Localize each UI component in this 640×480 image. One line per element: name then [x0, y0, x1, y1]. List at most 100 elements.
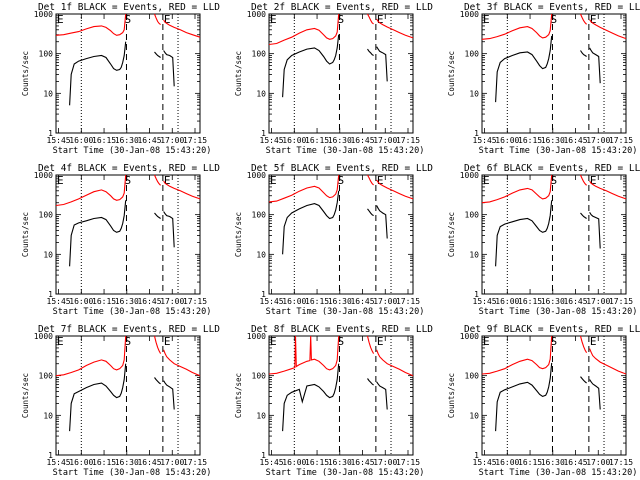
series-line-lld	[589, 348, 627, 375]
detector-panel-6: Det 6f BLACK = Events, RED = LLD 1 10 100 10…	[447, 163, 640, 317]
marker-label-s: S	[124, 335, 131, 348]
panel-title: Det 3f BLACK = Events, RED = LLD	[464, 2, 640, 13]
y-tick-label: 1000	[460, 10, 479, 19]
x-axis-label: Start Time (30-Jan-08 15:43:20)	[479, 468, 638, 478]
series-line-lld	[579, 174, 587, 186]
y-tick-label: 1	[474, 451, 479, 460]
x-axis-label: Start Time (30-Jan-08 15:43:20)	[479, 307, 638, 317]
marker-label-e: E	[483, 13, 490, 26]
y-axis-label: Counts/sec	[447, 51, 456, 96]
y-tick-label: 10	[469, 250, 479, 259]
plot-frame	[55, 174, 201, 295]
series-line-lld	[481, 174, 553, 204]
panel-title: Det 2f BLACK = Events, RED = LLD	[251, 2, 433, 13]
x-tick-label: 17:15	[396, 458, 420, 467]
y-tick-label: 1000	[247, 171, 266, 180]
marker-label-s: S	[124, 13, 131, 26]
series-line-lld	[55, 174, 127, 207]
x-tick-label: 17:15	[396, 297, 420, 306]
x-tick-label: 16:30	[115, 136, 139, 145]
marker-label-e: E	[270, 13, 277, 26]
y-tick-label: 100	[252, 50, 267, 59]
x-axis-label: Start Time (30-Jan-08 15:43:20)	[53, 307, 212, 317]
plot-frame	[268, 174, 414, 295]
marker-label-s: S	[550, 174, 557, 187]
x-tick-label: 16:45	[137, 297, 161, 306]
x-tick-label: 17:00	[160, 297, 184, 306]
series-line-lld	[55, 13, 127, 36]
x-tick-label: 16:45	[137, 458, 161, 467]
series-line-events	[376, 381, 388, 410]
y-tick-label: 100	[252, 372, 267, 381]
x-tick-label: 16:15	[305, 297, 329, 306]
x-tick-label: 16:45	[563, 458, 587, 467]
x-tick-label: 16:45	[350, 297, 374, 306]
marker-label-s: S	[550, 13, 557, 26]
x-tick-label: 16:00	[495, 458, 519, 467]
series-line-lld	[55, 335, 127, 377]
series-line-events	[69, 41, 127, 106]
series-line-events	[69, 200, 127, 267]
x-tick-label: 16:30	[541, 297, 565, 306]
series-line-lld	[376, 179, 414, 200]
series-line-events	[367, 208, 374, 217]
marker-label-e: E	[164, 335, 171, 348]
series-line-events	[589, 212, 601, 249]
y-tick-label: 10	[256, 411, 266, 420]
x-tick-label: 16:00	[69, 458, 93, 467]
series-line-events	[69, 363, 127, 432]
marker-label-e: E	[377, 174, 384, 187]
y-axis-label: Counts/sec	[447, 212, 456, 257]
x-tick-label: 17:00	[373, 136, 397, 145]
x-tick-label: 16:45	[137, 136, 161, 145]
y-axis-label: Counts/sec	[234, 51, 243, 96]
y-tick-label: 10	[43, 250, 53, 259]
x-tick-label: 16:00	[282, 297, 306, 306]
detector-panel-4: Det 4f BLACK = Events, RED = LLD 1 10 100 10…	[21, 163, 220, 317]
x-tick-label: 17:15	[183, 458, 207, 467]
x-tick-label: 15:45	[260, 297, 284, 306]
series-line-lld	[153, 335, 162, 354]
y-tick-label: 10	[256, 250, 266, 259]
marker-label-e: E	[164, 13, 171, 26]
y-tick-label: 1	[261, 451, 266, 460]
y-tick-label: 1	[474, 290, 479, 299]
series-line-events	[580, 376, 587, 384]
marker-label-s: S	[337, 335, 344, 348]
y-tick-label: 100	[465, 372, 480, 381]
x-axis-label: Start Time (30-Jan-08 15:43:20)	[266, 307, 425, 317]
series-line-lld	[589, 180, 627, 200]
marker-label-s: S	[337, 13, 344, 26]
x-tick-label: 17:15	[609, 136, 633, 145]
x-tick-label: 16:45	[563, 136, 587, 145]
x-tick-label: 16:30	[328, 136, 352, 145]
series-line-lld	[367, 174, 374, 186]
y-tick-label: 10	[469, 411, 479, 420]
series-line-events	[376, 205, 388, 239]
series-line-events	[154, 51, 161, 58]
y-tick-label: 1	[474, 129, 479, 138]
x-tick-label: 15:45	[473, 136, 497, 145]
series-line-lld	[376, 18, 414, 39]
x-tick-label: 16:45	[350, 458, 374, 467]
detector-panel-2: Det 2f BLACK = Events, RED = LLD 1 10 100 10…	[234, 2, 433, 156]
y-tick-label: 1	[48, 290, 53, 299]
x-tick-label: 15:45	[47, 458, 71, 467]
x-tick-label: 15:45	[47, 136, 71, 145]
x-tick-label: 17:15	[396, 136, 420, 145]
x-tick-label: 16:15	[92, 458, 116, 467]
marker-label-e: E	[164, 174, 171, 187]
x-tick-label: 16:30	[328, 297, 352, 306]
series-line-lld	[268, 335, 340, 375]
x-tick-label: 16:30	[541, 458, 565, 467]
x-tick-label: 16:00	[282, 136, 306, 145]
y-tick-label: 1000	[34, 10, 53, 19]
series-line-lld	[481, 13, 553, 40]
x-tick-label: 16:15	[305, 458, 329, 467]
series-line-events	[282, 363, 340, 432]
x-tick-label: 16:00	[495, 136, 519, 145]
y-tick-label: 1000	[247, 332, 266, 341]
series-line-lld	[589, 19, 627, 40]
panel-title: Det 6f BLACK = Events, RED = LLD	[464, 163, 640, 174]
